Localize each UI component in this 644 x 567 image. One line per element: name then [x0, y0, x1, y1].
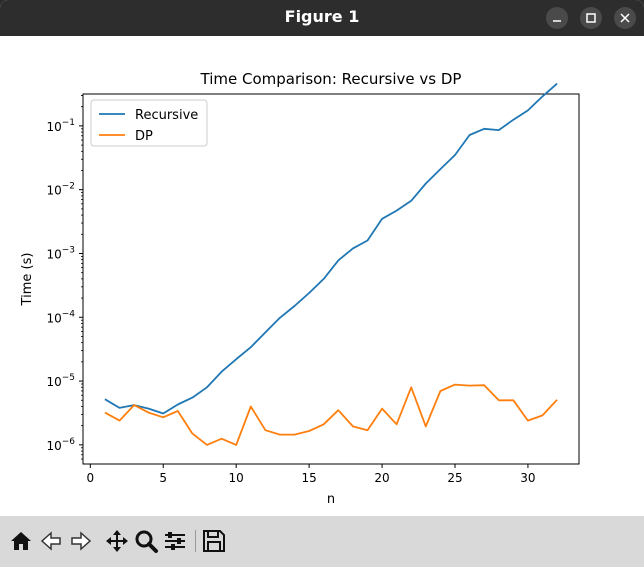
navigation-toolbar: [0, 516, 644, 567]
y-tick-label: 10−3: [46, 245, 75, 261]
maximize-button[interactable]: [580, 7, 602, 29]
chart-title: Time Comparison: Recursive vs DP: [200, 70, 462, 88]
home-button[interactable]: [8, 528, 34, 554]
close-icon: [620, 13, 630, 23]
close-button[interactable]: [614, 7, 636, 29]
x-tick-label: 0: [86, 471, 94, 485]
pan-icon: [106, 530, 128, 552]
configure-subplots-icon: [165, 532, 185, 550]
back-button[interactable]: [38, 528, 64, 554]
maximize-icon: [586, 13, 596, 23]
toolbar-separator: [195, 530, 196, 552]
home-icon: [11, 532, 31, 550]
x-axis-label: n: [327, 492, 335, 507]
forward-button[interactable]: [68, 528, 94, 554]
y-axis-label: Time (s): [20, 253, 35, 307]
save-icon: [203, 530, 225, 552]
x-tick-label: 15: [301, 471, 316, 485]
x-tick-label: 5: [159, 471, 167, 485]
save-button[interactable]: [201, 528, 227, 554]
back-icon: [40, 531, 61, 551]
legend-label: Recursive: [135, 108, 198, 123]
x-tick-label: 25: [447, 471, 462, 485]
legend: Recursive DP: [90, 99, 208, 147]
zoom-icon: [135, 530, 158, 553]
forward-icon: [71, 531, 92, 551]
y-tick-label: 10−5: [46, 373, 75, 389]
x-tick-label: 30: [520, 471, 535, 485]
plot-area: 0 5 10 15 20 25 30 10−6 10−5 10−4 10−3 10−2 10−1: [46, 82, 580, 485]
axes-frame: [82, 93, 580, 465]
y-tick-label: 10−6: [46, 437, 75, 453]
chart: Time Comparison: Recursive vs DP 0 5 10 15 2…: [20, 70, 580, 507]
figure-canvas[interactable]: Time Comparison: Recursive vs DP 0 5 10 15 2…: [0, 36, 644, 516]
x-tick-label: 10: [229, 471, 244, 485]
y-tick-label: 10−2: [46, 182, 75, 198]
y-tick-label: 10−4: [46, 309, 75, 325]
zoom-button[interactable]: [133, 528, 159, 554]
window-title: Figure 1: [284, 7, 360, 26]
x-tick-label: 20: [374, 471, 389, 485]
configure-subplots-button[interactable]: [162, 528, 188, 554]
minimize-icon: [553, 20, 561, 22]
minimize-button[interactable]: [546, 7, 568, 29]
series-line-dp: [104, 383, 558, 446]
title-bar: Figure 1: [0, 0, 644, 36]
series-line-recursive: [104, 82, 558, 415]
pan-button[interactable]: [104, 528, 130, 554]
legend-label: DP: [135, 129, 153, 144]
y-tick-label: 10−1: [46, 118, 75, 134]
